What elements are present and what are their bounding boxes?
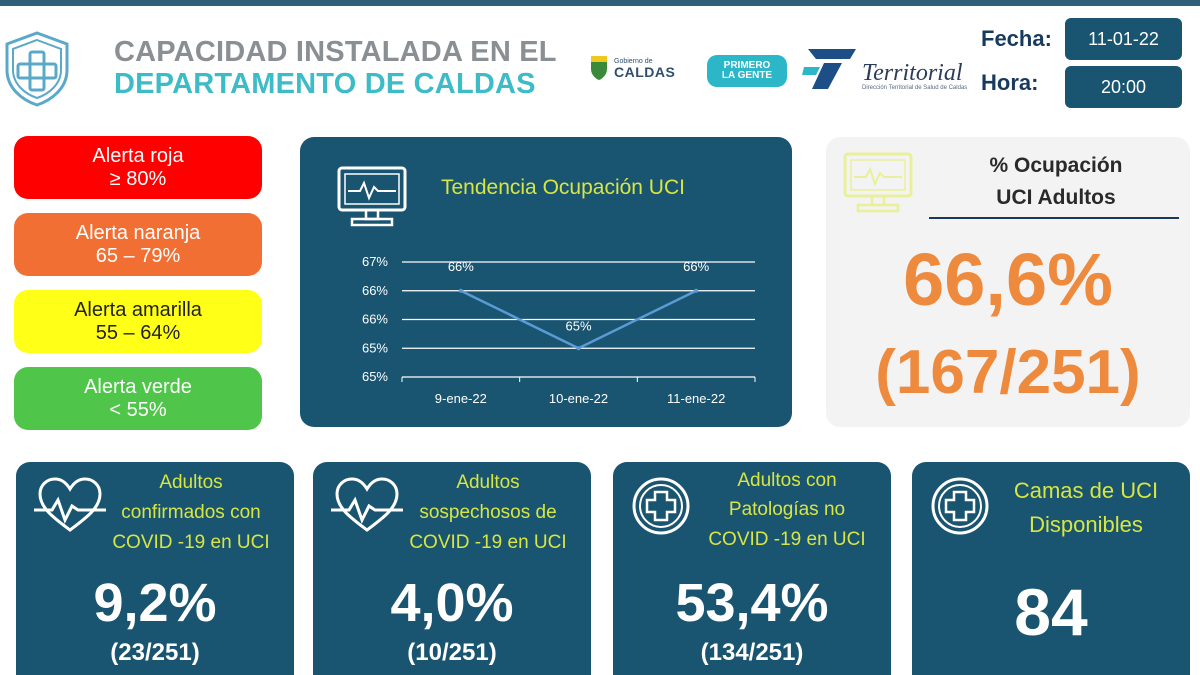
medical-cross-icon xyxy=(632,477,690,535)
caldas-big-text: CALDAS xyxy=(614,63,676,80)
y-tick-label: 66% xyxy=(362,283,388,298)
occupancy-panel: % Ocupación UCI Adultos 66,6% (167/251) xyxy=(826,137,1190,427)
caldas-shield-icon xyxy=(591,56,607,80)
alert-yellow-label: Alerta amarilla xyxy=(74,298,202,321)
territorial-mark-icon xyxy=(802,49,856,89)
occupancy-fraction: (167/251) xyxy=(875,338,1141,407)
x-tick-label: 10-ene-22 xyxy=(549,391,608,406)
card-title-line: Camas de UCI xyxy=(1013,478,1159,503)
primero-la-gente-logo: PRIMERO LA GENTE xyxy=(707,55,787,87)
chart-x-ticks: 9-ene-22 10-ene-22 11-ene-22 xyxy=(401,377,756,406)
card-title: Adultos confirmados con COVID -19 en UCI xyxy=(86,468,296,557)
card-title-line: Disponibles xyxy=(1029,512,1143,538)
card-title-line: COVID -19 en UCI xyxy=(409,531,567,553)
occupancy-title: % Ocupación UCI Adultos xyxy=(926,150,1186,213)
available-beds-value: 84 xyxy=(1014,575,1088,649)
alert-red: Alerta roja ≥ 80% xyxy=(14,136,262,199)
fecha-value: 11-01-22 xyxy=(1065,18,1182,60)
card-non-covid: Adultos con Patologías no COVID -19 en U… xyxy=(613,462,891,675)
card-fraction: (134/251) xyxy=(700,639,804,666)
data-point xyxy=(458,288,463,293)
occupancy-title-line-1: % Ocupación xyxy=(989,154,1123,177)
y-tick-label: 65% xyxy=(362,340,388,355)
alert-green: Alerta verde < 55% xyxy=(14,367,262,430)
y-tick-label: 67% xyxy=(362,254,388,269)
card-title-line: Adultos con xyxy=(737,470,837,491)
alert-yellow-range: 55 – 64% xyxy=(95,321,181,344)
data-label: 65% xyxy=(565,318,591,333)
hora-value: 20:00 xyxy=(1065,66,1182,108)
heart-pulse-icon xyxy=(331,477,403,532)
trend-line-chart: 65% 65% 66% 66% 67% 9-ene-22 10-ene-22 11-ene-… xyxy=(362,254,756,406)
card-title-line: Patologías no xyxy=(728,499,846,521)
chart-y-ticks: 65% 65% 66% 66% 67% xyxy=(362,254,388,384)
card-percent: 53,4% xyxy=(675,573,829,633)
top-border xyxy=(0,0,1200,6)
card-title: Adultos con Patologías no COVID -19 en U… xyxy=(673,466,901,554)
alert-orange-range: 65 – 79% xyxy=(95,244,181,267)
primero-text: PRIMERO xyxy=(723,59,771,71)
gobierno-caldas-logo: Gobierno de CALDAS xyxy=(590,55,675,81)
card-title-line: Adultos xyxy=(159,472,223,493)
card-title-line: COVID -19 en UCI xyxy=(708,528,866,550)
data-label: 66% xyxy=(448,259,474,274)
data-label: 66% xyxy=(683,259,709,274)
trend-chart-panel: Tendencia Ocupación UCI 65% 65% 66% 66% 67% … xyxy=(300,137,792,427)
x-tick-label: 11-ene-22 xyxy=(667,391,725,406)
alert-yellow: Alerta amarilla 55 – 64% xyxy=(14,290,262,353)
card-title: Camas de UCI Disponibles xyxy=(982,474,1190,542)
y-tick-label: 65% xyxy=(362,369,388,384)
caldas-small-text: Gobierno de xyxy=(614,57,653,65)
hora-label: Hora: xyxy=(981,70,1039,95)
medical-shield-icon xyxy=(5,31,69,107)
la-gente-text: LA GENTE xyxy=(721,70,773,81)
card-available-beds: Camas de UCI Disponibles 84 xyxy=(912,462,1190,675)
fecha-label: Fecha: xyxy=(981,26,1052,51)
card-title-line: COVID -19 en UCI xyxy=(112,531,270,553)
data-point xyxy=(694,288,699,293)
monitor-heartbeat-icon xyxy=(843,152,913,213)
card-title-line: Adultos xyxy=(456,472,520,493)
territorial-text: Territorial xyxy=(862,60,963,86)
y-tick-label: 66% xyxy=(362,312,388,327)
x-tick-label: 9-ene-22 xyxy=(435,391,487,406)
title-line-1: CAPACIDAD INSTALADA EN EL xyxy=(114,36,557,68)
occupancy-divider xyxy=(929,217,1179,219)
data-point xyxy=(576,346,581,351)
monitor-heartbeat-icon xyxy=(337,166,407,227)
card-percent: 4,0% xyxy=(390,573,514,633)
card-suspected-covid: Adultos sospechosos de COVID -19 en UCI … xyxy=(313,462,591,675)
chart-series: 66% 65% 66% xyxy=(448,259,710,351)
territorial-subtext: Dirección Territorial de Salud de Caldas xyxy=(862,85,968,91)
card-title-line: sospechosos de xyxy=(419,501,557,523)
alert-red-range: ≥ 80% xyxy=(109,167,167,190)
territorial-logo: Territorial Dirección Territorial de Sal… xyxy=(802,45,967,91)
page-title: CAPACIDAD INSTALADA EN EL DEPARTAMENTO D… xyxy=(114,36,557,101)
title-line-2: DEPARTAMENTO DE CALDAS xyxy=(114,68,536,101)
card-fraction: (23/251) xyxy=(110,639,200,666)
occupancy-title-line-2: UCI Adultos xyxy=(996,185,1116,209)
alert-orange-label: Alerta naranja xyxy=(75,221,201,244)
card-title-line: confirmados con xyxy=(121,501,261,523)
card-fraction: (10/251) xyxy=(407,639,497,666)
card-confirmed-covid: Adultos confirmados con COVID -19 en UCI… xyxy=(16,462,294,675)
chart-title: Tendencia Ocupación UCI xyxy=(441,176,685,199)
alert-red-label: Alerta roja xyxy=(92,144,184,167)
occupancy-percent: 66,6% xyxy=(903,238,1113,321)
heart-pulse-icon xyxy=(34,477,106,532)
alert-orange: Alerta naranja 65 – 79% xyxy=(14,213,262,276)
alert-green-range: < 55% xyxy=(109,398,167,421)
card-title: Adultos sospechosos de COVID -19 en UCI xyxy=(383,468,593,557)
medical-cross-icon xyxy=(931,477,989,535)
card-percent: 9,2% xyxy=(93,573,217,633)
alert-green-label: Alerta verde xyxy=(84,375,192,398)
